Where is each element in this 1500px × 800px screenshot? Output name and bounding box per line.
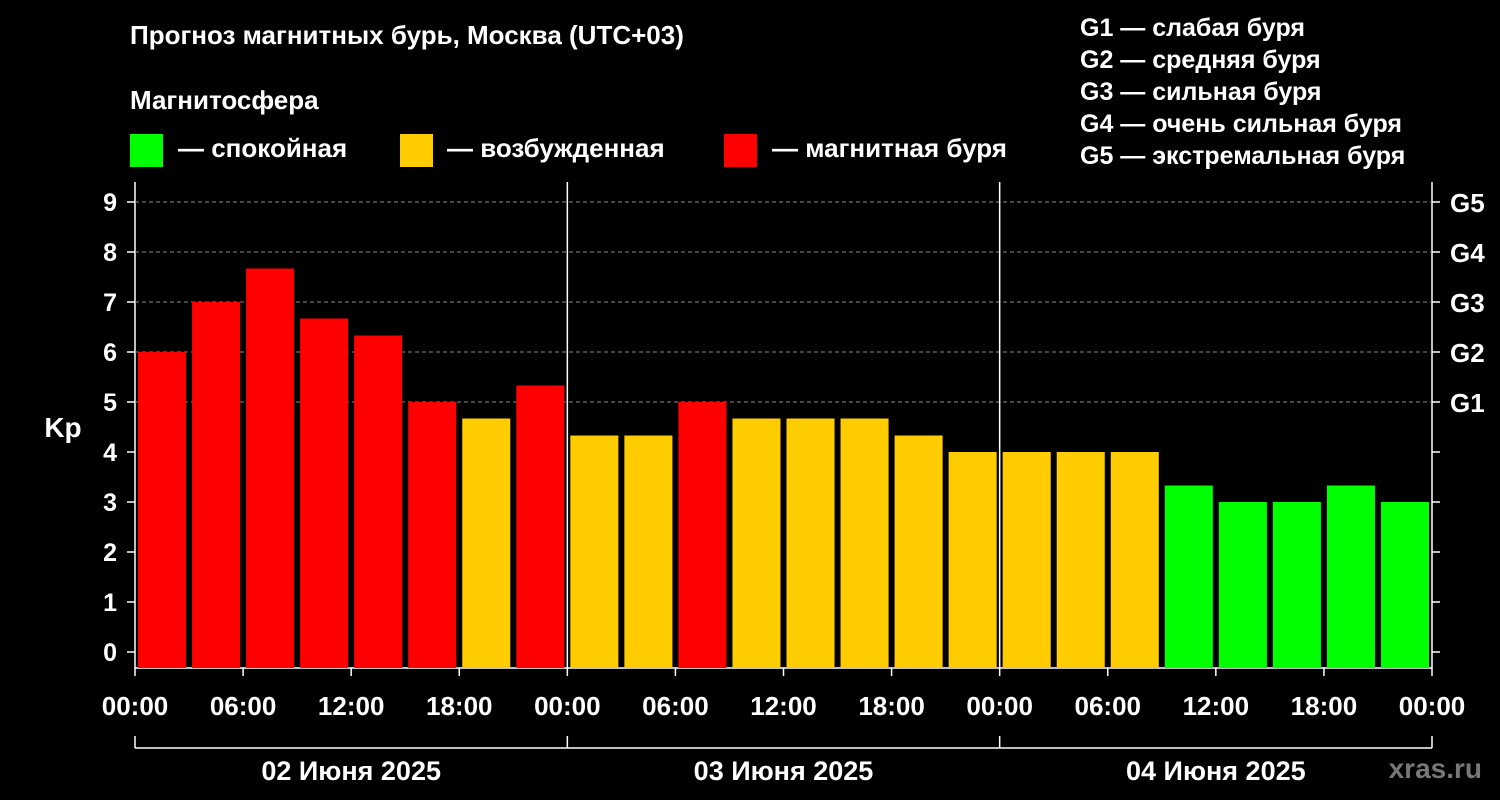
kp-bar xyxy=(1164,485,1213,668)
y-tick-label: 0 xyxy=(103,639,117,667)
kp-bar xyxy=(894,435,943,668)
x-tick-label: 18:00 xyxy=(858,691,925,721)
kp-bar xyxy=(246,268,295,668)
kp-bar xyxy=(732,418,781,668)
kp-bar xyxy=(138,352,187,668)
kp-bar xyxy=(1326,485,1375,668)
kp-bar xyxy=(624,435,673,668)
g-level-label: G5 xyxy=(1450,188,1485,218)
day-label: 04 Июня 2025 xyxy=(1126,756,1306,786)
legend-label-active: — возбужденная xyxy=(447,133,665,163)
storm-level-g1: G1 — слабая буря xyxy=(1080,14,1306,42)
storm-level-g4: G4 — очень сильная буря xyxy=(1080,110,1402,138)
y-tick-label: 5 xyxy=(103,389,117,417)
x-tick-label: 12:00 xyxy=(1183,691,1250,721)
y-tick-label: 6 xyxy=(103,339,117,367)
kp-bar xyxy=(1002,452,1051,668)
y-tick-label: 2 xyxy=(103,539,117,567)
x-tick-label: 06:00 xyxy=(642,691,709,721)
storm-level-g2: G2 — средняя буря xyxy=(1080,46,1321,74)
kp-bar xyxy=(192,302,241,668)
storm-level-g3: G3 — сильная буря xyxy=(1080,78,1322,106)
kp-bar xyxy=(1272,502,1321,668)
kp-bar xyxy=(1110,452,1159,668)
kp-bar xyxy=(1218,502,1267,668)
kp-bar xyxy=(948,452,997,668)
y-tick-label: 7 xyxy=(103,289,117,317)
x-tick-label: 12:00 xyxy=(750,691,817,721)
y-tick-label: 9 xyxy=(103,189,117,217)
kp-bar xyxy=(300,318,349,668)
x-tick-label: 12:00 xyxy=(318,691,385,721)
kp-bar xyxy=(354,335,403,668)
y-axis-label: Kp xyxy=(44,412,81,443)
day-label: 02 Июня 2025 xyxy=(261,756,441,786)
x-tick-label: 00:00 xyxy=(1399,691,1466,721)
storm-level-g5: G5 — экстремальная буря xyxy=(1080,142,1406,170)
x-tick-label: 18:00 xyxy=(1291,691,1358,721)
kp-bar xyxy=(462,418,511,668)
x-tick-label: 00:00 xyxy=(534,691,601,721)
kp-bar xyxy=(408,402,457,668)
kp-bar xyxy=(840,418,889,668)
x-tick-label: 06:00 xyxy=(210,691,277,721)
kp-bar xyxy=(1056,452,1105,668)
legend-label-storm: — магнитная буря xyxy=(772,133,1007,163)
legend-swatch-quiet xyxy=(130,134,163,167)
x-tick-label: 00:00 xyxy=(966,691,1033,721)
kp-bar xyxy=(1380,502,1429,668)
y-tick-label: 1 xyxy=(103,589,117,617)
kp-bar xyxy=(516,385,565,668)
day-label: 03 Июня 2025 xyxy=(694,756,874,786)
kp-bar xyxy=(786,418,835,668)
chart-title: Прогноз магнитных бурь, Москва (UTC+03) xyxy=(130,20,684,50)
g-level-label: G2 xyxy=(1450,338,1485,368)
magnetosphere-title: Магнитосфера xyxy=(130,85,319,115)
x-tick-label: 18:00 xyxy=(426,691,493,721)
kp-bar xyxy=(678,402,727,668)
g-level-label: G3 xyxy=(1450,288,1485,318)
y-tick-label: 8 xyxy=(103,239,117,267)
x-tick-label: 00:00 xyxy=(102,691,169,721)
watermark: xras.ru xyxy=(1388,753,1482,784)
legend-label-quiet: — спокойная xyxy=(178,133,348,163)
kp-bar xyxy=(570,435,619,668)
legend-swatch-storm xyxy=(724,134,757,167)
y-tick-label: 4 xyxy=(103,439,117,467)
g-level-label: G4 xyxy=(1450,238,1485,268)
legend-swatch-active xyxy=(400,134,433,167)
g-level-label: G1 xyxy=(1450,388,1485,418)
x-tick-label: 06:00 xyxy=(1075,691,1142,721)
y-tick-label: 3 xyxy=(103,489,117,517)
